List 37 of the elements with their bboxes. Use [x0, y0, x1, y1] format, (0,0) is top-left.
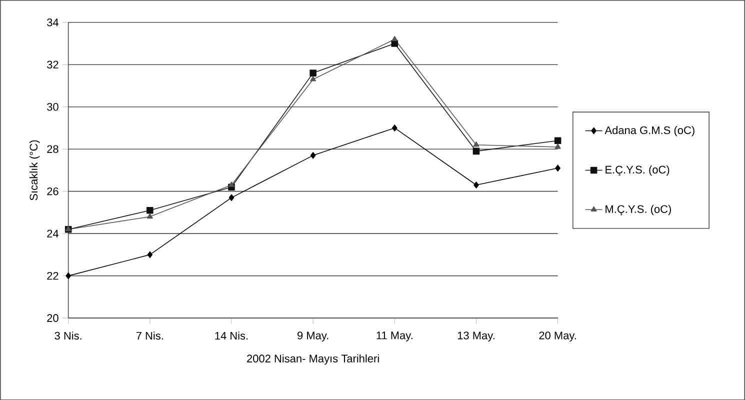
x-tick-label: 11 May.: [376, 331, 412, 342]
x-tick-label: 3 Nis.: [54, 331, 82, 340]
x-tick-label: 20 May.: [539, 331, 576, 342]
y-tick-label: 34: [47, 18, 58, 26]
point: [147, 251, 153, 258]
y-tick-label: 32: [47, 60, 58, 68]
point: [310, 69, 316, 76]
point: [472, 148, 480, 154]
x-axis-title: 2002 Nisan- Mayıs Tarihleri: [247, 354, 379, 364]
y-tick-label: 28: [47, 145, 58, 153]
legend-label: E.Ç.Y.S. (oC): [606, 165, 670, 176]
legend-label: Adana G.M.S (oC): [604, 126, 694, 136]
point: [228, 181, 234, 187]
point: [146, 213, 153, 218]
y-tick-label: 22: [47, 272, 58, 280]
x-tick-label: 7 Nis.: [136, 331, 163, 340]
point: [555, 164, 560, 172]
point: [66, 272, 71, 280]
point: [392, 124, 398, 132]
y-axis-title: Sıcaklık (°C): [29, 140, 40, 200]
point: [554, 137, 562, 144]
x-tick-label: 9 May.: [298, 331, 328, 342]
x-tick-label: 14 Nis.: [215, 331, 248, 340]
legend-label: M.Ç.Y.S. (oC): [606, 204, 671, 216]
point: [228, 194, 234, 201]
y-tick-label: 24: [47, 230, 58, 238]
y-tick-label: 20: [47, 314, 58, 322]
point: [554, 143, 561, 149]
point: [310, 152, 316, 159]
point: [392, 36, 398, 41]
point: [474, 181, 479, 188]
point: [310, 76, 316, 82]
point: [473, 141, 480, 147]
point: [146, 206, 154, 214]
y-tick-label: 30: [47, 102, 58, 111]
x-tick-label: 13 May.: [458, 331, 494, 342]
y-tick-label: 26: [47, 187, 58, 196]
